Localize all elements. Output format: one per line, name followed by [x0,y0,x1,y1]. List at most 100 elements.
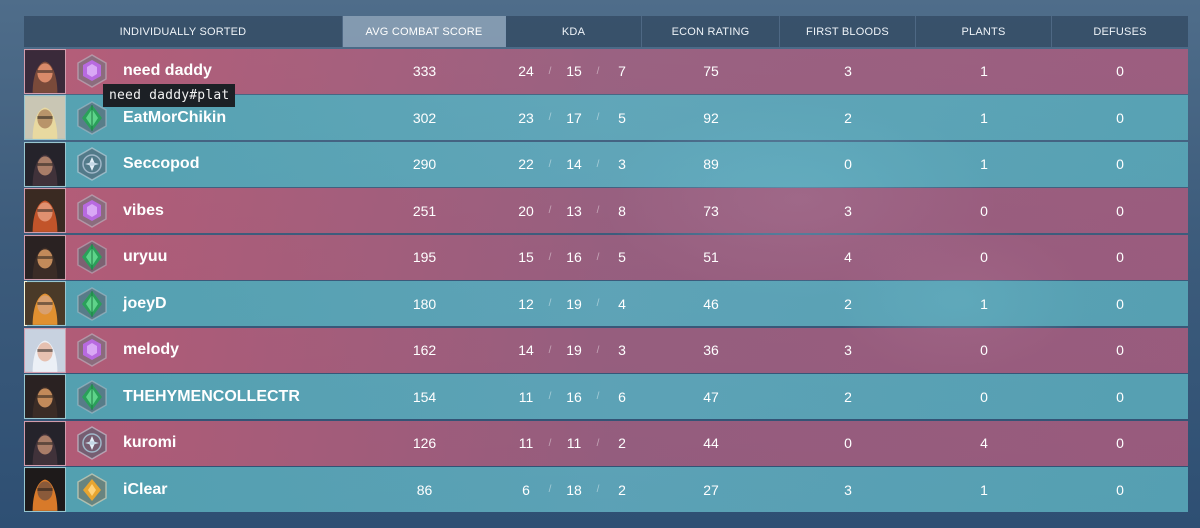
header-plants[interactable]: PLANTS [916,16,1052,47]
kills-value: 15 [518,249,534,265]
first-bloods-value: 2 [844,295,852,312]
kda-value: 14 / 19 / 3 [506,342,642,358]
econ-rating-value: 46 [703,295,719,312]
header-first-bloods[interactable]: FIRST BLOODS [780,16,916,47]
player-cell: Seccopod [24,141,343,187]
kda-separator: / [548,344,552,356]
assists-value: 2 [618,481,626,498]
econ-rating-value: 36 [703,342,719,358]
assists-value: 3 [618,342,626,358]
defuses-value: 0 [1116,295,1124,312]
player-row[interactable]: kuromi 126 11 / 11 / 2 44 0 4 0 [24,420,1188,466]
player-name[interactable]: melody [123,341,180,358]
player-row[interactable]: joeyD 180 12 / 19 / 4 46 2 1 0 [24,281,1188,326]
econ-rating-value: 92 [703,109,719,126]
deaths-value: 19 [566,342,582,358]
first-bloods-value: 3 [844,202,852,219]
header-individually-sorted[interactable]: INDIVIDUALLY SORTED [24,16,343,47]
kills-value: 22 [518,156,534,172]
agent-portrait-icon [24,95,66,140]
player-name[interactable]: THEHYMENCOLLECTR [123,387,300,405]
acs-value: 302 [412,109,437,126]
assists-value: 3 [618,156,626,172]
kda-separator: / [596,158,600,170]
header-kda[interactable]: KDA [506,16,642,47]
player-row[interactable]: Seccopod 290 22 / 14 / 3 89 0 1 0 [24,141,1188,187]
player-name[interactable]: iClear [123,480,168,498]
player-name[interactable]: vibes [123,201,164,219]
defuses-value: 0 [1116,342,1124,358]
kda-value: 24 / 15 / 7 [506,63,642,79]
first-bloods-value: 3 [844,481,852,498]
deaths-value: 17 [566,109,582,126]
plants-value: 0 [980,388,988,405]
player-name[interactable]: joeyD [123,294,167,312]
kda-value: 20 / 13 / 8 [506,203,642,219]
kills-value: 11 [518,435,534,451]
first-bloods-value: 3 [844,342,852,358]
assists-value: 7 [618,63,626,79]
player-name[interactable]: EatMorChikin [123,108,227,126]
agent-portrait-icon [24,234,66,280]
agent-portrait-icon [24,48,66,94]
player-name[interactable]: need daddy [123,62,212,79]
acs-value: 251 [412,202,437,219]
kda-separator: / [596,251,600,263]
plants-value: 1 [980,481,988,498]
player-row[interactable]: EatMorChikin 302 23 / 17 / 5 92 2 1 0 [24,95,1188,140]
econ-rating-value: 73 [703,202,719,219]
plants-value: 0 [980,342,988,358]
plants-value: 0 [980,249,988,265]
kda-separator: / [548,251,552,263]
platinum-rank-icon [72,191,112,231]
kda-value: 6 / 18 / 2 [506,482,642,498]
deaths-value: 18 [566,481,582,498]
kda-separator: / [596,391,600,402]
kda-separator: / [548,65,552,77]
defuses-value: 0 [1116,435,1124,451]
player-row[interactable]: THEHYMENCOLLECTR 154 11 / 16 / 6 47 2 0 0 [24,374,1188,419]
defuses-value: 0 [1116,109,1124,126]
plants-value: 1 [980,295,988,312]
player-cell: THEHYMENCOLLECTR [24,374,343,419]
player-cell: uryuu [24,234,343,280]
defuses-value: 0 [1116,249,1124,265]
player-name[interactable]: uryuu [123,248,168,265]
platinum-rank-icon [72,330,112,370]
assists-value: 6 [618,388,626,405]
kda-separator: / [548,158,552,170]
deaths-value: 16 [566,388,582,405]
player-row[interactable]: melody 162 14 / 19 / 3 36 3 0 0 [24,327,1188,373]
player-rows: need daddy 333 24/15/7 75 3 1 0 EatMorChikin 302… [24,48,1188,512]
player-tag-tooltip: need daddy#plat [103,84,236,107]
econ-rating-value: 89 [703,156,719,172]
player-row[interactable]: iClear 86 6 / 18 / 2 27 3 1 0 [24,467,1188,512]
player-name[interactable]: Seccopod [123,155,200,172]
kda-separator: / [548,437,552,449]
econ-rating-value: 51 [703,249,719,265]
agent-portrait-icon [24,374,66,419]
defuses-value: 0 [1116,388,1124,405]
player-cell: vibes [24,188,343,233]
defuses-value: 0 [1116,63,1124,79]
player-row[interactable]: uryuu 195 15 / 16 / 5 51 4 0 0 [24,234,1188,280]
deaths-value: 14 [566,156,582,172]
kda-value: 22 / 14 / 3 [506,156,642,172]
header-defuses[interactable]: DEFUSES [1052,16,1188,47]
defuses-value: 0 [1116,156,1124,172]
header-avg-combat-score[interactable]: AVG COMBAT SCORE [343,16,506,47]
diamond-rank-icon [72,284,112,324]
player-name[interactable]: kuromi [123,434,177,451]
header-econ-rating[interactable]: ECON RATING [642,16,780,47]
kda-separator: / [596,437,600,449]
agent-portrait-icon [24,467,66,512]
econ-rating-value: 75 [703,63,719,79]
player-row[interactable]: vibes 251 20 / 13 / 8 73 3 0 0 [24,188,1188,233]
first-bloods-value: 0 [844,435,852,451]
kda-value: 23 / 17 / 5 [506,110,642,126]
kda-value: 15 / 16 / 5 [506,249,642,265]
gold-rank-icon [72,470,112,510]
kills-value: 12 [518,295,534,312]
first-bloods-value: 0 [844,156,852,172]
deaths-value: 16 [566,249,582,265]
